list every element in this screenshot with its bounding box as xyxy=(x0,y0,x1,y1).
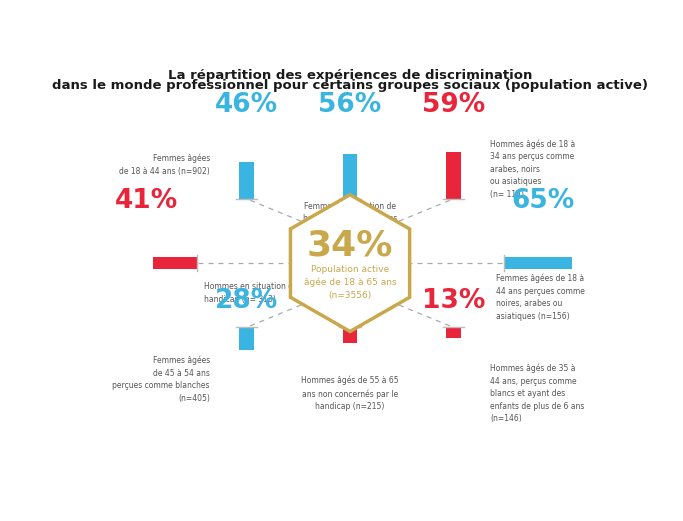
Bar xyxy=(153,257,197,269)
Text: Hommes âgés de 55 à 65
ans non concernés par le
handicap (n=215): Hommes âgés de 55 à 65 ans non concernés… xyxy=(301,376,399,411)
Bar xyxy=(240,162,254,199)
Bar xyxy=(446,152,460,199)
Text: 41%: 41% xyxy=(115,188,178,214)
Text: Hommes en situation de
handicap (n= 313): Hommes en situation de handicap (n= 313) xyxy=(204,282,298,304)
Bar xyxy=(343,154,357,199)
Text: (n=3556): (n=3556) xyxy=(329,291,372,300)
Text: 34%: 34% xyxy=(307,228,393,262)
Text: Femmes âgées
de 45 à 54 ans
perçues comme blanches
(n=405): Femmes âgées de 45 à 54 ans perçues comm… xyxy=(112,356,210,403)
Bar xyxy=(503,257,572,269)
Text: âgée de 18 à 65 ans: âgée de 18 à 65 ans xyxy=(304,278,396,287)
Text: 28%: 28% xyxy=(215,288,279,314)
Text: Femmes âgées de 18 à
44 ans perçues comme
noires, arabes ou
asiatiques (n=156): Femmes âgées de 18 à 44 ans perçues comm… xyxy=(496,274,585,321)
Text: Hommes âgés de 35 à
44 ans, perçus comme
blancs et ayant des
enfants de plus de : Hommes âgés de 35 à 44 ans, perçus comme… xyxy=(490,364,585,423)
Bar xyxy=(343,327,357,342)
Text: 65%: 65% xyxy=(512,188,575,214)
Bar xyxy=(240,327,254,350)
Text: Femmes en situation de
handicap de 18 à 65 ans
(n=382): Femmes en situation de handicap de 18 à … xyxy=(303,202,398,236)
Text: La répartition des expériences de discrimination: La répartition des expériences de discri… xyxy=(168,69,532,82)
Text: 13%: 13% xyxy=(421,288,485,314)
Bar xyxy=(446,327,460,338)
Text: 56%: 56% xyxy=(318,92,382,118)
Text: 46%: 46% xyxy=(215,92,279,118)
Text: Hommes âgés de 18 à
34 ans perçus comme
arabes, noirs
ou asiatiques
(n= 114): Hommes âgés de 18 à 34 ans perçus comme … xyxy=(490,139,576,199)
Text: 19%: 19% xyxy=(318,288,382,314)
Text: Femmes âgées
de 18 à 44 ans (n=902): Femmes âgées de 18 à 44 ans (n=902) xyxy=(119,154,210,176)
Text: dans le monde professionnel pour certains groupes sociaux (population active): dans le monde professionnel pour certain… xyxy=(52,79,648,92)
Polygon shape xyxy=(290,195,410,331)
Text: 59%: 59% xyxy=(421,92,485,118)
Text: Population active: Population active xyxy=(311,265,389,274)
